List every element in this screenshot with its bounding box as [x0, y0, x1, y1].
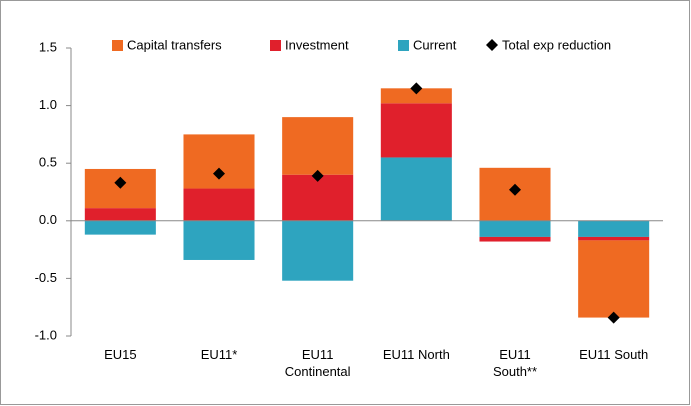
- bar-segment: [84, 208, 156, 221]
- bar-segment: [84, 220, 156, 235]
- total-marker: [410, 82, 423, 95]
- total-marker: [114, 176, 127, 189]
- y-tick-label: 1.0: [39, 97, 57, 112]
- bar-segment: [479, 220, 551, 237]
- y-tick-label: 0.0: [39, 212, 57, 227]
- y-tick-label: -1.0: [35, 327, 57, 342]
- bar-segment: [183, 134, 255, 189]
- bar-segment: [578, 236, 650, 241]
- x-tick-label: EU11 South: [579, 347, 649, 362]
- legend-swatch: [270, 40, 281, 51]
- bar-segment: [380, 88, 452, 104]
- x-tick-label: EU11*: [200, 347, 238, 362]
- y-tick-label: 0.5: [39, 155, 57, 170]
- total-marker: [213, 167, 225, 180]
- bar-segment: [183, 188, 255, 221]
- bar-segment: [282, 174, 354, 221]
- total-marker: [311, 169, 324, 182]
- bar-segment: [578, 220, 650, 237]
- legend-label: Investment: [285, 37, 349, 52]
- x-tick-label: EU11 Continental: [284, 347, 351, 379]
- bar-segment: [282, 220, 354, 281]
- bar-segment: [380, 103, 452, 158]
- legend-label: Current: [413, 37, 457, 52]
- bar-segment: [380, 157, 452, 221]
- bar-segment: [479, 236, 551, 242]
- total-marker: [607, 311, 620, 324]
- legend-marker: [486, 39, 498, 51]
- x-tick-label: EU11 South**: [492, 347, 538, 379]
- legend-label: Capital transfers: [127, 37, 222, 52]
- legend-swatch: [398, 40, 409, 51]
- y-tick-label: -0.5: [35, 270, 57, 285]
- bar-segment: [282, 117, 354, 175]
- x-tick-label: EU11 North: [382, 347, 450, 362]
- legend-label: Total exp reduction: [502, 37, 611, 52]
- x-tick-label: EU15: [104, 347, 137, 362]
- bar-segment: [183, 220, 255, 260]
- bar-segment: [578, 240, 650, 318]
- y-tick-label: 1.5: [39, 39, 57, 54]
- total-marker: [509, 183, 521, 196]
- legend-swatch: [112, 40, 123, 51]
